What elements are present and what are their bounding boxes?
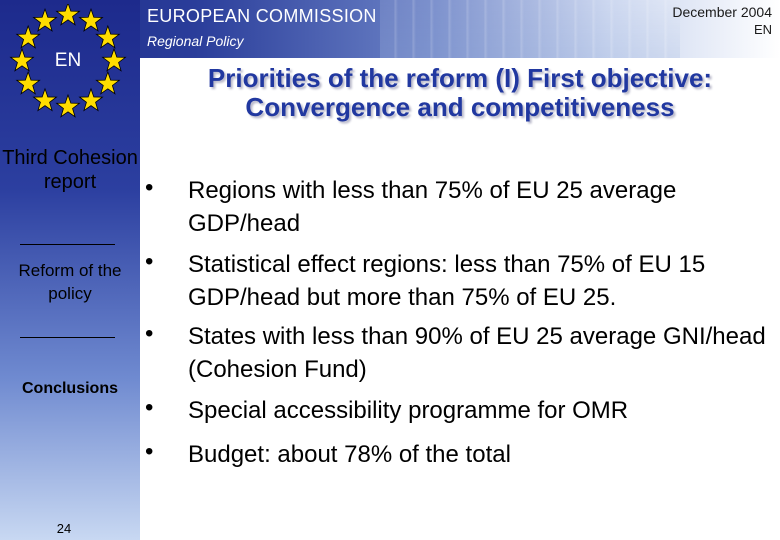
eu-star-icon	[15, 70, 41, 95]
sidebar-item-conclusions: Conclusions	[21, 380, 118, 397]
bullet-text: States with less than 90% of EU 25 avera…	[188, 323, 766, 383]
sidebar-divider	[20, 244, 115, 245]
eu-star-icon	[55, 1, 81, 26]
eu-star-icon	[95, 24, 121, 49]
header-background-photo	[380, 0, 680, 58]
bullet-text: Statistical effect regions: less than 75…	[188, 251, 706, 311]
bullet-text: Budget: about 78% of the total	[188, 441, 511, 468]
slide-title: Priorities of the reform (I) First objec…	[207, 63, 713, 122]
language-code: EN	[54, 50, 82, 71]
eu-star-icon	[15, 24, 41, 49]
eu-flag-logo	[6, 1, 130, 122]
organization-name: EUROPEAN COMMISSION	[147, 6, 377, 26]
eu-star-icon	[101, 47, 127, 72]
eu-star-icon	[32, 7, 58, 32]
slide-language: EN	[753, 22, 772, 37]
sidebar-item-reform-of-the-policy: Reform of the policy	[18, 261, 122, 303]
eu-star-icon	[55, 93, 81, 118]
eu-star-icon	[32, 87, 58, 112]
eu-star-icon	[95, 70, 121, 95]
bullet-marker: •	[145, 320, 154, 347]
bullet-text: Regions with less than 75% of EU 25 aver…	[188, 177, 677, 237]
bullet-marker: •	[145, 394, 154, 421]
eu-star-icon	[9, 47, 35, 72]
bullet-marker: •	[145, 438, 154, 465]
sidebar-divider	[20, 337, 115, 338]
eu-star-icon	[78, 87, 104, 112]
bullet-text: Special accessibility programme for OMR	[188, 397, 629, 424]
bullet-marker: •	[145, 248, 154, 275]
slide-date: December 2004	[672, 4, 772, 20]
bullet-marker: •	[145, 174, 154, 201]
eu-star-icon	[78, 7, 104, 32]
eu-stars-icon	[9, 1, 127, 118]
directorate-name: Regional Policy	[147, 33, 244, 49]
sidebar-item-third-cohesion-report: Third Cohesion report	[2, 147, 138, 193]
page-number: 24	[56, 521, 72, 536]
